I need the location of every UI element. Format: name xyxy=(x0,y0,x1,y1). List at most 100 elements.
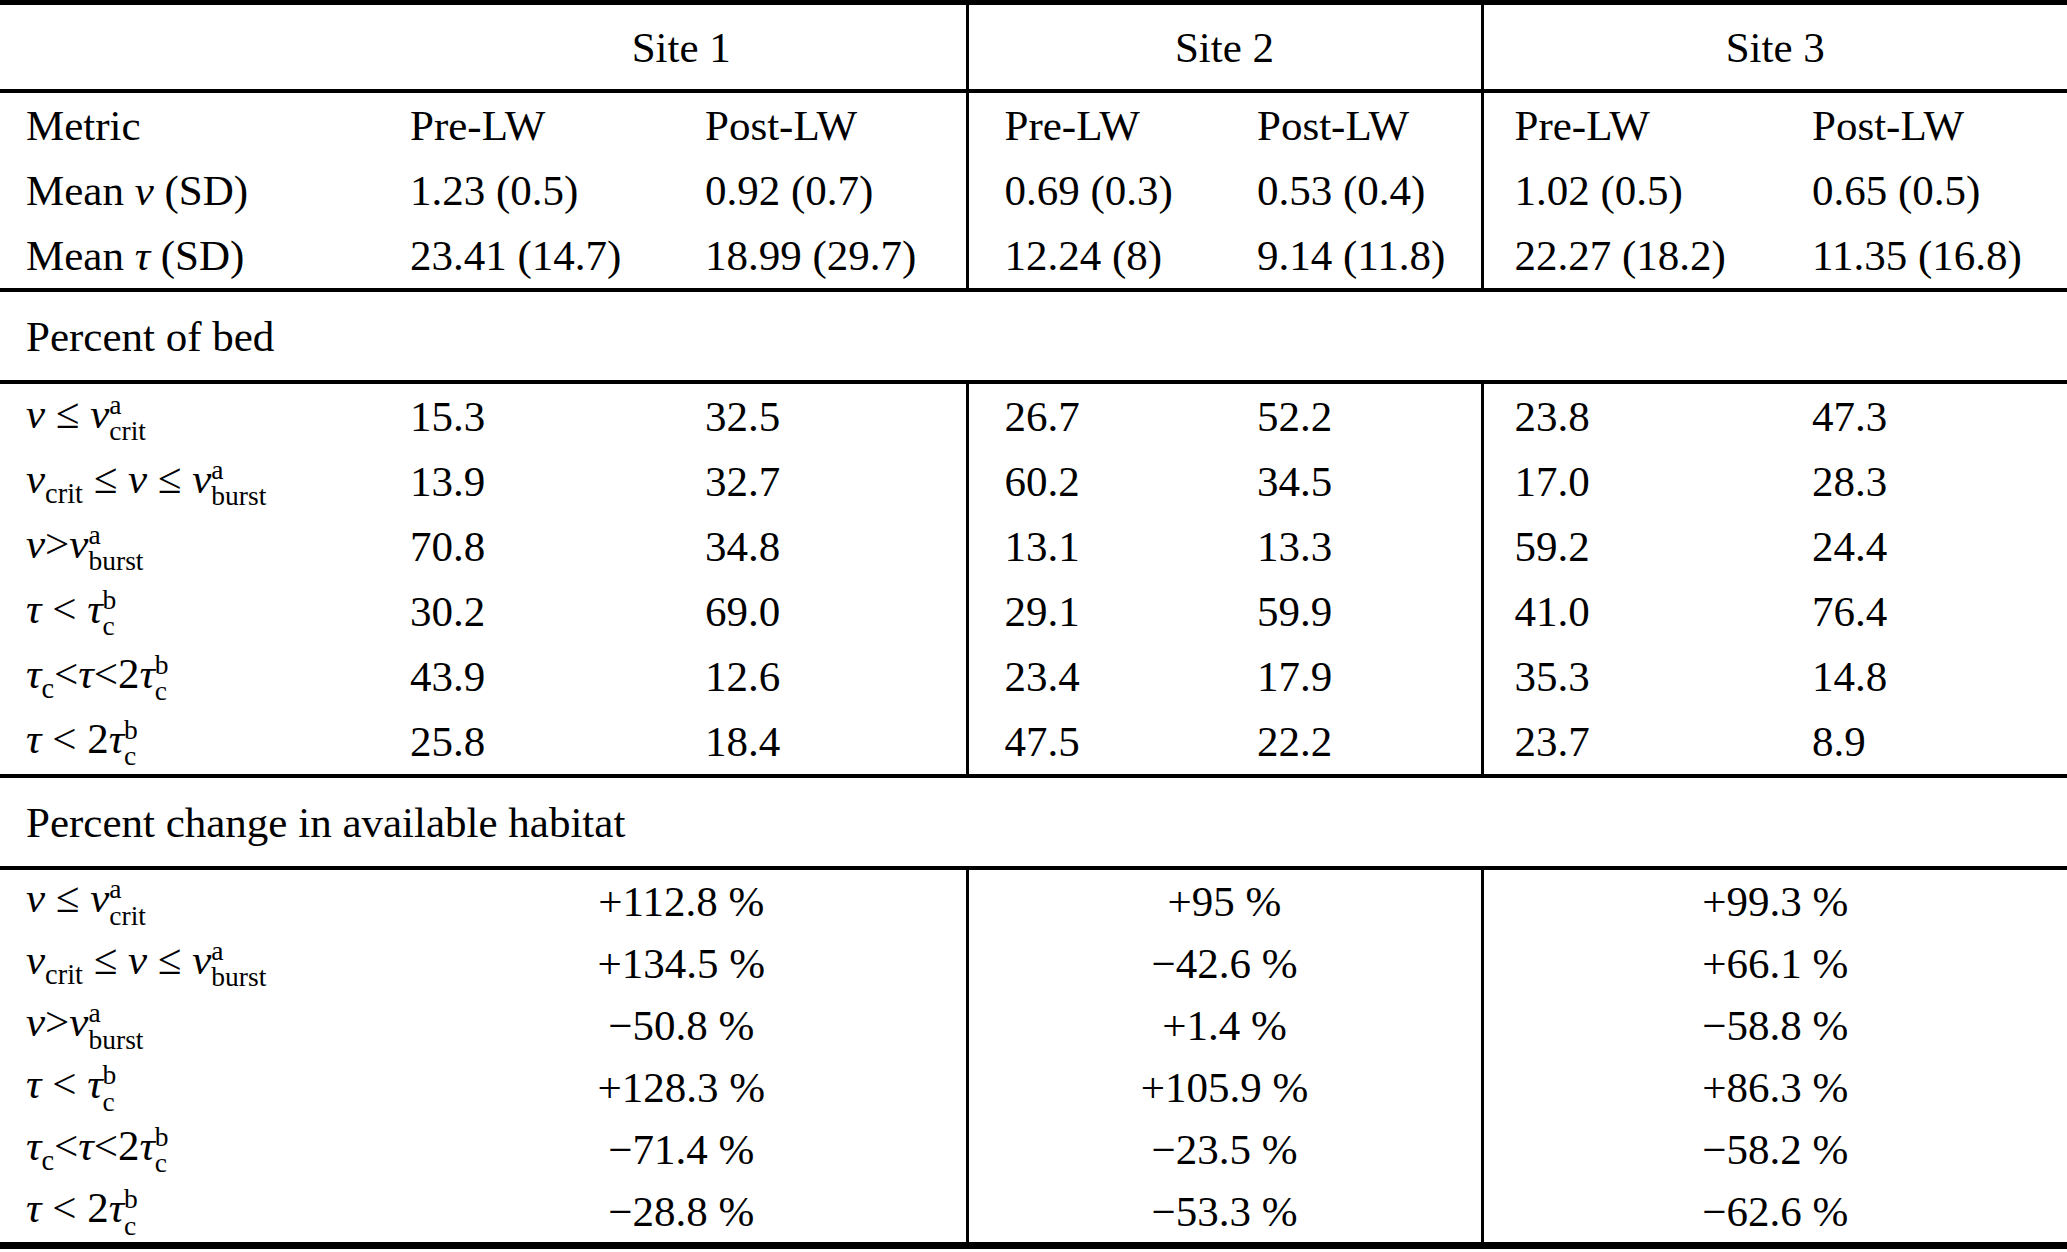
pre-lw-header: Pre-LW xyxy=(967,91,1244,158)
value-cell: 52.2 xyxy=(1244,382,1482,449)
value-cell: 47.5 xyxy=(967,709,1244,776)
table-row: τ < τbc 30.2 69.0 29.1 59.9 41.0 76.4 xyxy=(0,579,2067,644)
table-row: vcrit ≤ v ≤ vaburst 13.9 32.7 60.2 34.5 … xyxy=(0,449,2067,514)
value-cell: 0.69 (0.3) xyxy=(967,158,1244,223)
value-cell: 28.3 xyxy=(1799,449,2067,514)
pre-lw-header: Pre-LW xyxy=(397,91,692,158)
value-cell: 23.41 (14.7) xyxy=(397,223,692,290)
value-cell: +99.3 % xyxy=(1482,868,2067,932)
row-label: v>vaburst xyxy=(0,514,397,579)
percent-change-row: τc<τ<2τbc −71.4 % −23.5 % −58.2 % xyxy=(0,1118,2067,1180)
value-cell: 12.24 (8) xyxy=(967,223,1244,290)
value-cell: 13.3 xyxy=(1244,514,1482,579)
value-cell: +66.1 % xyxy=(1482,932,2067,994)
percent-change-row: v>vaburst −50.8 % +1.4 % −58.8 % xyxy=(0,994,2067,1056)
value-cell: 22.27 (18.2) xyxy=(1482,223,1799,290)
value-cell: +112.8 % xyxy=(397,868,967,932)
value-cell: 59.9 xyxy=(1244,579,1482,644)
value-cell: 0.65 (0.5) xyxy=(1799,158,2067,223)
value-cell: 25.8 xyxy=(397,709,692,776)
value-cell: 11.35 (16.8) xyxy=(1799,223,2067,290)
value-cell: −28.8 % xyxy=(397,1180,967,1246)
percent-change-section: v ≤ vacrit +112.8 % +95 % +99.3 % vcrit … xyxy=(0,868,2067,1246)
value-cell: 35.3 xyxy=(1482,644,1799,709)
value-cell: 34.5 xyxy=(1244,449,1482,514)
value-cell: −71.4 % xyxy=(397,1118,967,1180)
post-lw-header: Post-LW xyxy=(1244,91,1482,158)
value-cell: +128.3 % xyxy=(397,1056,967,1118)
percent-of-bed-section: v ≤ vacrit 15.3 32.5 26.7 52.2 23.8 47.3… xyxy=(0,382,2067,776)
value-cell: 60.2 xyxy=(967,449,1244,514)
summary-section: Metric Pre-LW Post-LW Pre-LW Post-LW Pre… xyxy=(0,91,2067,290)
value-cell: −62.6 % xyxy=(1482,1180,2067,1246)
section-header-row: Percent change in available habitat xyxy=(0,776,2067,868)
value-cell: 18.4 xyxy=(692,709,967,776)
value-cell: 41.0 xyxy=(1482,579,1799,644)
value-cell: 1.02 (0.5) xyxy=(1482,158,1799,223)
section-title: Percent of bed xyxy=(0,290,2067,382)
percent-change-row: vcrit ≤ v ≤ vaburst +134.5 % −42.6 % +66… xyxy=(0,932,2067,994)
row-label: τ < 2τbc xyxy=(0,1180,397,1246)
value-cell: 59.2 xyxy=(1482,514,1799,579)
value-cell: 0.92 (0.7) xyxy=(692,158,967,223)
row-label: τ < τbc xyxy=(0,579,397,644)
row-label: vcrit ≤ v ≤ vaburst xyxy=(0,449,397,514)
value-cell: +86.3 % xyxy=(1482,1056,2067,1118)
value-cell: 69.0 xyxy=(692,579,967,644)
section-title: Percent change in available habitat xyxy=(0,776,2067,868)
value-cell: 47.3 xyxy=(1799,382,2067,449)
value-cell: 0.53 (0.4) xyxy=(1244,158,1482,223)
section-header-row: Percent of bed xyxy=(0,290,2067,382)
site-header: Site 1 Site 2 Site 3 xyxy=(0,3,2067,92)
post-lw-header: Post-LW xyxy=(692,91,967,158)
value-cell: +95 % xyxy=(967,868,1482,932)
value-cell: 30.2 xyxy=(397,579,692,644)
site-header-row: Site 1 Site 2 Site 3 xyxy=(0,3,2067,92)
value-cell: −53.3 % xyxy=(967,1180,1482,1246)
row-label: vcrit ≤ v ≤ vaburst xyxy=(0,932,397,994)
value-cell: 15.3 xyxy=(397,382,692,449)
value-cell: 34.8 xyxy=(692,514,967,579)
value-cell: 32.5 xyxy=(692,382,967,449)
value-cell: +105.9 % xyxy=(967,1056,1482,1118)
value-cell: 8.9 xyxy=(1799,709,2067,776)
value-cell: 13.9 xyxy=(397,449,692,514)
value-cell: 13.1 xyxy=(967,514,1244,579)
value-cell: 76.4 xyxy=(1799,579,2067,644)
value-cell: 23.8 xyxy=(1482,382,1799,449)
value-cell: 12.6 xyxy=(692,644,967,709)
habitat-metrics-table: Site 1 Site 2 Site 3 Metric Pre-LW Post-… xyxy=(0,0,2067,1249)
row-label: Mean v (SD) xyxy=(0,158,397,223)
value-cell: 26.7 xyxy=(967,382,1244,449)
value-cell: +134.5 % xyxy=(397,932,967,994)
value-cell: −23.5 % xyxy=(967,1118,1482,1180)
value-cell: 22.2 xyxy=(1244,709,1482,776)
value-cell: −58.8 % xyxy=(1482,994,2067,1056)
table-row: τc<τ<2τbc 43.9 12.6 23.4 17.9 35.3 14.8 xyxy=(0,644,2067,709)
value-cell: 24.4 xyxy=(1799,514,2067,579)
corner-cell xyxy=(0,3,397,92)
percent-change-row: τ < τbc +128.3 % +105.9 % +86.3 % xyxy=(0,1056,2067,1118)
value-cell: 14.8 xyxy=(1799,644,2067,709)
value-cell: 1.23 (0.5) xyxy=(397,158,692,223)
value-cell: 9.14 (11.8) xyxy=(1244,223,1482,290)
percent-change-row: τ < 2τbc −28.8 % −53.3 % −62.6 % xyxy=(0,1180,2067,1246)
value-cell: 17.9 xyxy=(1244,644,1482,709)
row-label: τ < τbc xyxy=(0,1056,397,1118)
percent-change-header: Percent change in available habitat xyxy=(0,776,2067,868)
percent-change-row: v ≤ vacrit +112.8 % +95 % +99.3 % xyxy=(0,868,2067,932)
value-cell: −50.8 % xyxy=(397,994,967,1056)
row-label: τc<τ<2τbc xyxy=(0,644,397,709)
column-header-row: Metric Pre-LW Post-LW Pre-LW Post-LW Pre… xyxy=(0,91,2067,158)
value-cell: 70.8 xyxy=(397,514,692,579)
row-label: v ≤ vacrit xyxy=(0,382,397,449)
site-2-header: Site 2 xyxy=(967,3,1482,92)
value-cell: 18.99 (29.7) xyxy=(692,223,967,290)
value-cell: −42.6 % xyxy=(967,932,1482,994)
post-lw-header: Post-LW xyxy=(1799,91,2067,158)
row-label: v>vaburst xyxy=(0,994,397,1056)
value-cell: −58.2 % xyxy=(1482,1118,2067,1180)
metric-column-header: Metric xyxy=(0,91,397,158)
mean-tau-row: Mean τ (SD) 23.41 (14.7) 18.99 (29.7) 12… xyxy=(0,223,2067,290)
mean-v-row: Mean v (SD) 1.23 (0.5) 0.92 (0.7) 0.69 (… xyxy=(0,158,2067,223)
